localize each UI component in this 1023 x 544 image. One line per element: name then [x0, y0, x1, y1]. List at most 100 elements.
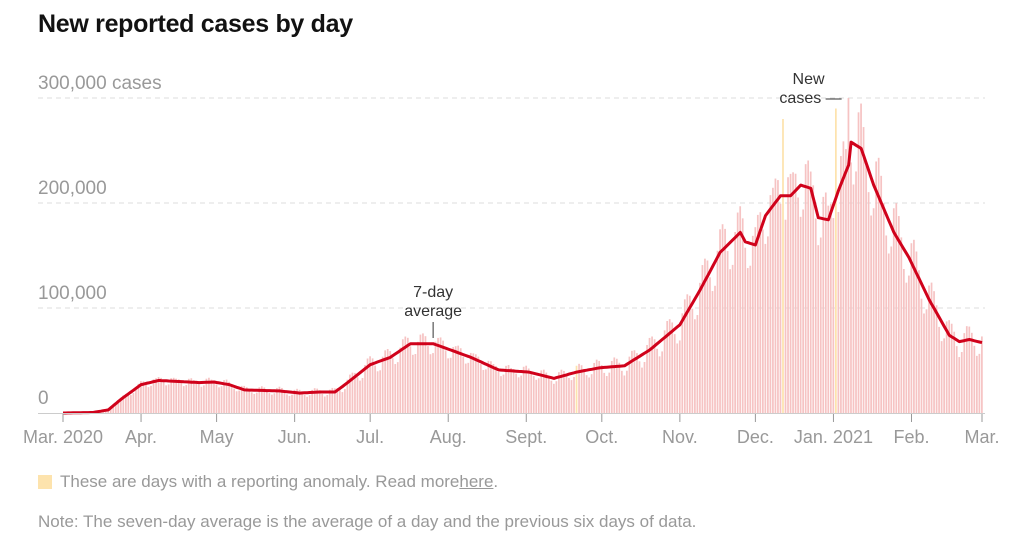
daily-bar	[850, 162, 852, 413]
daily-bar	[570, 380, 573, 413]
daily-bar	[940, 341, 943, 413]
daily-bar	[333, 388, 336, 413]
daily-bar	[608, 372, 611, 413]
daily-bar	[628, 356, 631, 413]
daily-bar	[192, 380, 195, 413]
daily-bar	[892, 208, 895, 413]
daily-bar	[306, 396, 308, 413]
daily-bar	[648, 337, 651, 413]
daily-bar	[359, 380, 361, 413]
x-tick-label: Aug.	[430, 427, 467, 447]
chart-note: Note: The seven-day average is the avera…	[38, 512, 697, 531]
daily-bar	[965, 326, 968, 413]
daily-bar	[379, 370, 382, 413]
daily-bar	[346, 379, 349, 413]
daily-bar	[580, 365, 583, 413]
anomaly-legend: These are days with a reporting anomaly.…	[38, 472, 498, 492]
daily-bar	[794, 173, 797, 413]
anomaly-bar	[835, 108, 837, 413]
daily-bar	[371, 358, 374, 413]
daily-bar	[482, 370, 485, 413]
daily-bar	[182, 386, 185, 413]
daily-bar	[187, 378, 190, 413]
daily-bar	[958, 357, 961, 413]
daily-bar	[535, 379, 538, 413]
daily-bar	[517, 377, 520, 413]
daily-bar	[495, 365, 497, 413]
daily-bar	[399, 347, 402, 413]
daily-bar	[386, 349, 389, 413]
daily-bar	[384, 350, 387, 413]
daily-bar	[265, 389, 268, 413]
daily-bar	[135, 386, 137, 413]
daily-bar	[829, 203, 832, 413]
daily-bar	[563, 370, 565, 413]
daily-bar	[948, 320, 951, 413]
daily-bar	[734, 232, 737, 413]
annotation-label: 7-day	[413, 284, 453, 301]
daily-bar	[661, 351, 663, 413]
daily-bar	[351, 372, 354, 413]
anomaly-swatch	[38, 475, 52, 489]
daily-bar	[819, 237, 822, 413]
daily-bar	[799, 216, 802, 413]
daily-bar	[694, 319, 696, 413]
daily-bar	[764, 243, 767, 413]
daily-bar	[668, 319, 671, 413]
daily-bar	[699, 282, 701, 413]
daily-bar	[890, 246, 893, 413]
daily-bar	[459, 348, 462, 413]
y-tick-label: 300,000 cases	[38, 73, 162, 94]
daily-bar	[691, 308, 694, 413]
daily-bar	[970, 332, 973, 413]
daily-bar	[837, 212, 840, 413]
legend-text: These are days with a reporting anomaly.…	[60, 472, 460, 491]
daily-bar	[706, 260, 709, 413]
daily-bar	[739, 206, 742, 413]
daily-bar	[550, 380, 553, 413]
daily-bar	[318, 390, 321, 413]
daily-bar	[479, 364, 482, 413]
daily-bar	[724, 228, 726, 413]
daily-bar	[394, 364, 397, 413]
daily-bar	[316, 388, 319, 413]
daily-bar	[631, 350, 633, 413]
daily-bar	[938, 326, 940, 413]
daily-bar	[928, 285, 930, 413]
daily-bar	[963, 333, 966, 413]
daily-bar	[432, 353, 434, 413]
daily-bar	[960, 352, 963, 413]
x-tick-label: Jan. 2021	[794, 427, 873, 447]
x-tick-label: Nov.	[662, 427, 698, 447]
daily-bar	[895, 203, 898, 413]
daily-bar	[145, 384, 147, 413]
daily-bar	[925, 309, 928, 413]
daily-bar	[112, 406, 115, 413]
daily-bar	[872, 208, 875, 413]
daily-bar	[784, 219, 787, 413]
daily-bar	[578, 363, 580, 413]
daily-bar	[651, 336, 653, 413]
x-tick-label: May	[200, 427, 234, 447]
daily-bar	[918, 270, 920, 413]
daily-bar	[512, 368, 515, 413]
daily-bar	[248, 389, 251, 413]
daily-bar	[150, 385, 152, 413]
daily-bar	[497, 372, 500, 413]
daily-bar	[485, 369, 487, 413]
daily-bar	[298, 389, 301, 413]
daily-bar	[792, 172, 794, 413]
daily-bar	[230, 385, 233, 413]
daily-bar	[286, 394, 288, 413]
daily-bar	[545, 372, 548, 413]
daily-bar	[376, 371, 379, 413]
daily-bar	[772, 187, 774, 413]
read-more-link[interactable]: here	[459, 472, 494, 491]
daily-bar	[271, 394, 273, 413]
daily-bar	[613, 357, 616, 413]
anomaly-bar	[575, 365, 578, 413]
daily-bar	[467, 362, 470, 413]
daily-bar	[381, 356, 384, 413]
x-tick-label: Apr.	[125, 427, 157, 447]
